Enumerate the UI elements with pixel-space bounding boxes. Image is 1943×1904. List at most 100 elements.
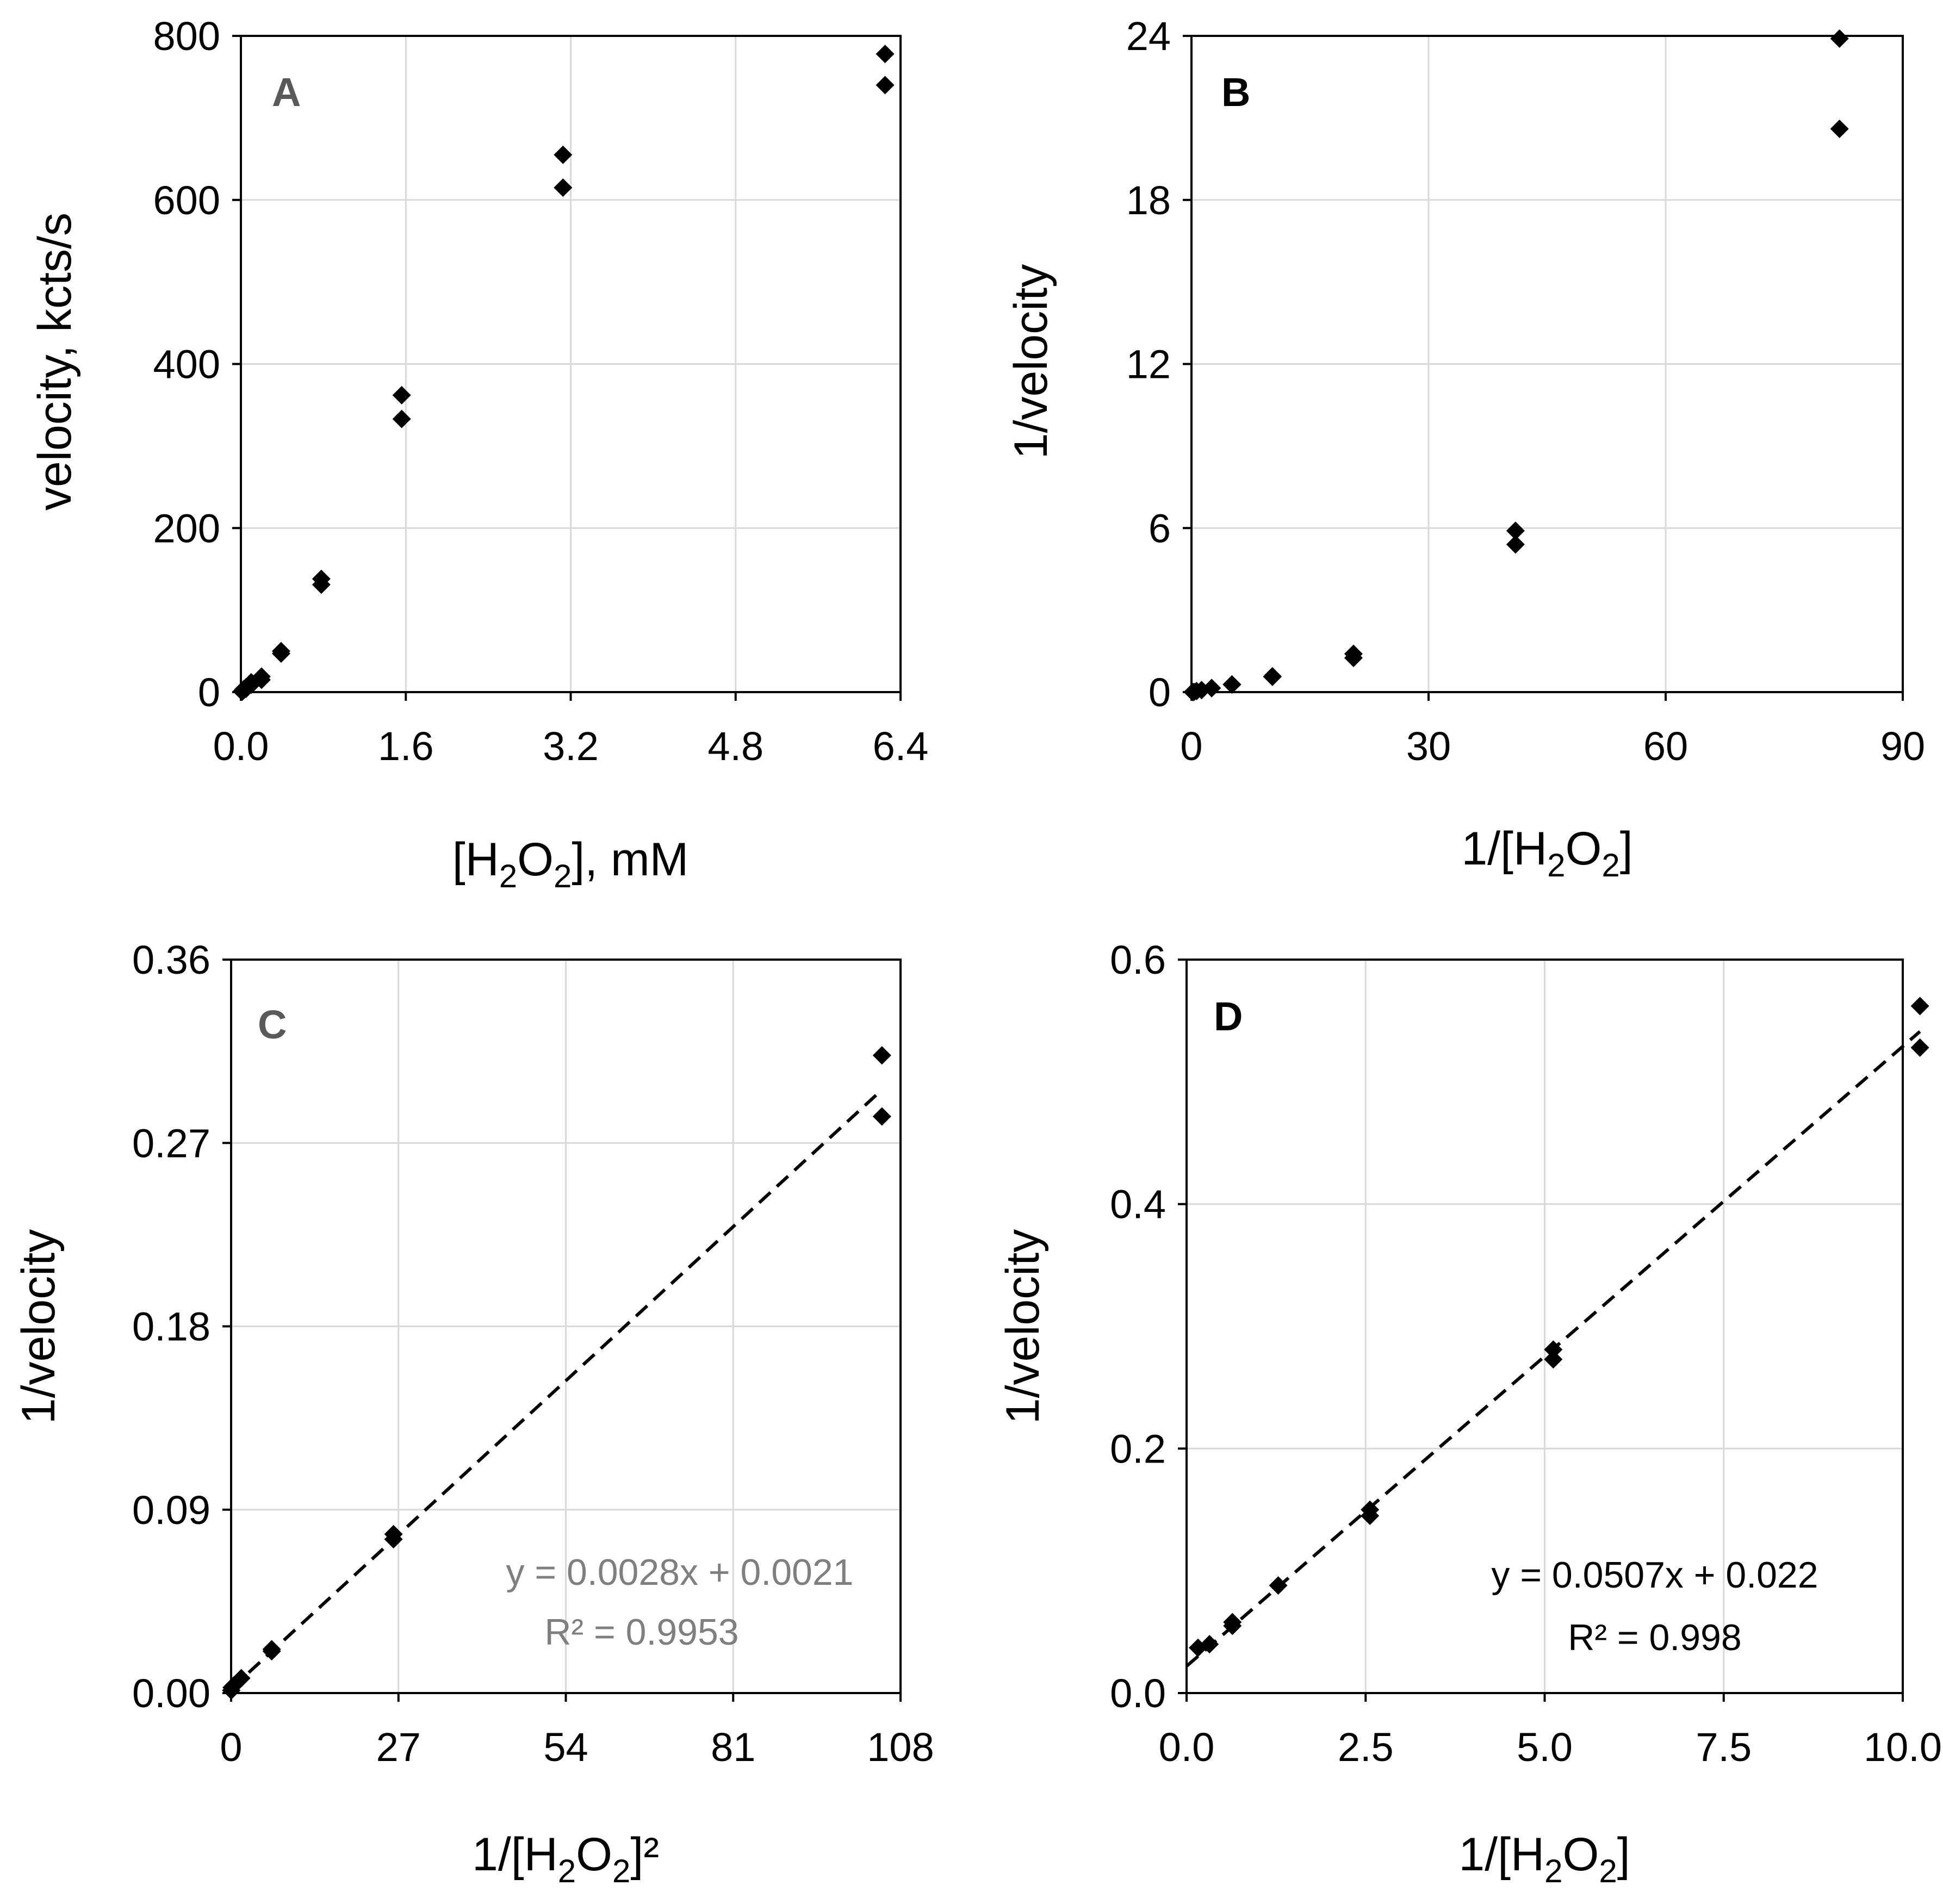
panel-d-data-point	[1361, 1500, 1380, 1519]
panel-c-data-point	[232, 1669, 251, 1688]
panel-d-x-tick-label: 5.0	[1517, 1725, 1573, 1770]
panel-b-y-tick-label: 0	[1149, 670, 1171, 715]
panel-a-x-tick-label: 0.0	[213, 724, 269, 769]
panel-d-x-ticks: 0.0 2.5 5.0 7.5 10.0	[1159, 1693, 1942, 1770]
panel-c-y-tick-label: 0.27	[132, 1121, 210, 1166]
panel-b-data-point	[1506, 521, 1525, 540]
panel-a-data-point	[554, 145, 573, 164]
panel-a-points	[233, 45, 895, 701]
panel-a: 0.0 1.6 3.2 4.8 6.4 0 200 400 600 800 A [H2O2], …	[29, 14, 928, 894]
panel-c-x-tick-label: 108	[867, 1725, 934, 1770]
panel-b-y-ticks: 0 6 12 18 24	[1126, 14, 1191, 715]
panel-c-y-tick-label: 0.00	[132, 1671, 210, 1716]
panel-c-x-tick-label: 0	[220, 1725, 242, 1770]
panel-d: 0.0 2.5 5.0 7.5 10.0 0.0 0.2 0.4 0.6 D y = 0.05…	[997, 937, 1942, 1889]
panel-a-x-tick-label: 4.8	[707, 724, 763, 769]
panel-a-data-point	[392, 385, 411, 405]
panel-d-gridlines	[1187, 960, 1903, 1693]
panel-a-gridlines	[241, 36, 901, 692]
panel-d-y-axis-label: 1/velocity	[997, 1229, 1049, 1424]
panel-a-x-tick-label: 6.4	[873, 724, 929, 769]
panel-b-gridlines	[1191, 36, 1903, 692]
panel-a-y-axis-label: velocity, kcts/s	[29, 213, 81, 511]
panel-c-x-ticks: 0 27 54 81 108	[220, 1693, 934, 1770]
panel-b-letter: B	[1221, 70, 1250, 115]
panel-c-points	[222, 1046, 891, 1700]
panel-b-data-point	[1222, 675, 1241, 694]
panel-b-points	[1183, 29, 1849, 701]
panel-c-gridlines	[231, 960, 901, 1693]
panel-b-x-ticks: 0 30 60 90	[1180, 692, 1925, 769]
panel-b-x-tick-label: 0	[1180, 724, 1202, 769]
panel-b-data-point	[1830, 119, 1849, 138]
panel-c-y-tick-label: 0.18	[132, 1304, 210, 1349]
panel-a-data-point	[312, 569, 331, 588]
panel-a-data-point	[554, 178, 573, 197]
panel-d-data-point	[1544, 1350, 1563, 1369]
panel-a-data-point	[876, 76, 895, 95]
panel-d-x-tick-label: 0.0	[1159, 1725, 1215, 1770]
panel-d-data-point	[1910, 997, 1929, 1016]
panel-a-y-tick-label: 400	[153, 342, 220, 387]
panel-c-x-tick-label: 54	[543, 1725, 588, 1770]
panel-a-x-ticks: 0.0 1.6 3.2 4.8 6.4	[213, 692, 929, 769]
panel-c-data-point	[872, 1046, 891, 1065]
panel-c-x-axis-label: 1/[H2O2]²	[472, 1828, 659, 1889]
panel-c-r-squared: R² = 0.9953	[544, 1611, 738, 1653]
panel-d-y-tick-label: 0.4	[1110, 1182, 1166, 1227]
panel-d-equation: y = 0.0507x + 0.022	[1491, 1554, 1818, 1596]
panel-c-data-point	[384, 1525, 403, 1544]
panel-a-letter: A	[272, 70, 301, 115]
panel-b-y-tick-label: 18	[1126, 178, 1171, 223]
panel-d-letter: D	[1214, 994, 1243, 1039]
panel-d-points	[1189, 997, 1929, 1657]
panel-d-data-point	[1200, 1635, 1219, 1654]
panel-d-y-tick-label: 0.2	[1110, 1426, 1166, 1471]
panel-c: 0 27 54 81 108 0.00 0.09 0.18 0.27 0.36 C y = 0.…	[13, 937, 934, 1889]
panel-c-x-tick-label: 27	[376, 1725, 421, 1770]
panel-a-y-tick-label: 0	[198, 670, 220, 715]
panel-b-data-point	[1263, 667, 1282, 686]
panel-d-data-point	[1544, 1340, 1563, 1359]
panel-b-data-point	[1830, 29, 1849, 48]
panel-c-y-ticks: 0.00 0.09 0.18 0.27 0.36	[132, 937, 231, 1716]
panel-a-y-tick-label: 800	[153, 14, 220, 59]
panel-d-y-tick-label: 0.6	[1110, 937, 1166, 982]
panel-c-y-tick-label: 0.36	[132, 937, 210, 982]
panel-b-x-tick-label: 30	[1406, 724, 1451, 769]
panel-c-fit-line	[229, 1088, 883, 1690]
panel-b-y-tick-label: 12	[1126, 342, 1171, 387]
panel-b-data-point	[1344, 644, 1363, 663]
panel-a-x-tick-label: 3.2	[543, 724, 599, 769]
panel-b: 0 30 60 90 0 6 12 18 24 B 1/[H2O2] 1/velocity	[1005, 14, 1925, 883]
panel-c-equation: y = 0.0028x + 0.0021	[506, 1552, 854, 1593]
panel-a-data-point	[271, 642, 290, 661]
panel-a-x-tick-label: 1.6	[378, 724, 434, 769]
panel-c-x-tick-label: 81	[711, 1725, 755, 1770]
panel-b-x-axis-label: 1/[H2O2]	[1461, 823, 1632, 883]
panel-a-data-point	[876, 45, 895, 64]
panel-d-x-axis-label: 1/[H2O2]	[1458, 1828, 1630, 1889]
panel-d-y-ticks: 0.0 0.2 0.4 0.6	[1110, 937, 1187, 1716]
panel-d-data-point	[1223, 1613, 1242, 1632]
panel-c-data-point	[262, 1640, 281, 1659]
panel-b-y-tick-label: 6	[1149, 506, 1171, 551]
panel-a-y-tick-label: 200	[153, 506, 220, 551]
panel-b-data-point	[1202, 679, 1221, 698]
panel-d-y-tick-label: 0.0	[1110, 1671, 1166, 1716]
panel-d-data-point	[1910, 1038, 1929, 1057]
panel-d-x-tick-label: 2.5	[1338, 1725, 1394, 1770]
panel-b-data-point	[1506, 535, 1525, 554]
panel-a-data-point	[252, 667, 271, 686]
panel-b-x-tick-label: 60	[1643, 724, 1688, 769]
panel-c-y-tick-label: 0.09	[132, 1488, 210, 1533]
panel-d-data-point	[1269, 1576, 1288, 1595]
panel-a-x-axis-label: [H2O2], mM	[452, 833, 689, 894]
panel-d-r-squared: R² = 0.998	[1568, 1617, 1741, 1658]
panel-c-y-axis-label: 1/velocity	[13, 1229, 65, 1424]
panel-a-y-ticks: 0 200 400 600 800	[153, 14, 241, 715]
panel-d-x-tick-label: 7.5	[1696, 1725, 1752, 1770]
panel-b-y-axis-label: 1/velocity	[1005, 264, 1057, 459]
panel-b-y-tick-label: 24	[1126, 14, 1171, 59]
